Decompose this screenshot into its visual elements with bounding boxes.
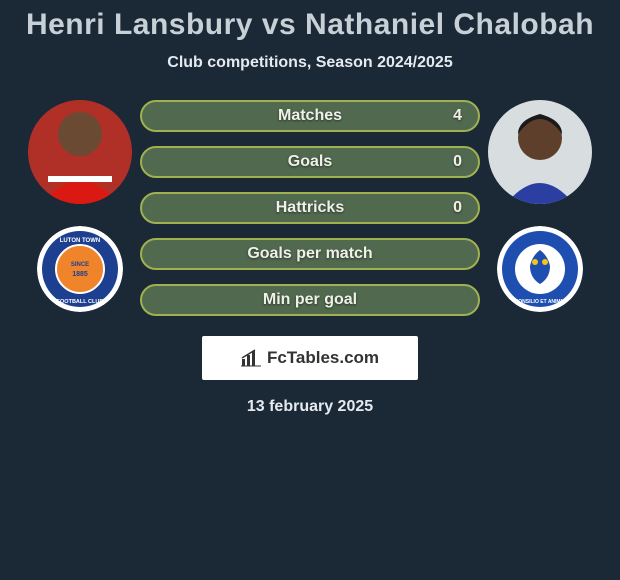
right-player-avatar: [488, 100, 592, 204]
stat-bar-goals: Goals 0: [140, 146, 480, 178]
club-badge-icon: CONSILIO ET ANIMIS: [497, 226, 583, 312]
stat-label: Min per goal: [263, 291, 357, 309]
stat-label: Hattricks: [276, 199, 344, 217]
stat-value: 0: [453, 199, 462, 217]
stat-label: Goals per match: [247, 245, 372, 263]
comparison-card: Henri Lansbury vs Nathaniel Chalobah Clu…: [0, 0, 620, 416]
stat-bar-hattricks: Hattricks 0: [140, 192, 480, 224]
svg-text:SINCE: SINCE: [71, 262, 89, 268]
svg-text:1885: 1885: [72, 271, 88, 278]
club-badge-icon: LUTON TOWN FOOTBALL CLUB SINCE 1885: [37, 226, 123, 312]
main-row: LUTON TOWN FOOTBALL CLUB SINCE 1885 Matc…: [0, 94, 620, 316]
stats-bars: Matches 4 Goals 0 Hattricks 0 Goals per …: [140, 94, 480, 316]
avatar-icon: [488, 100, 592, 204]
stat-bar-goals-per-match: Goals per match: [140, 238, 480, 270]
left-player-col: LUTON TOWN FOOTBALL CLUB SINCE 1885: [20, 94, 140, 312]
date-label: 13 february 2025: [247, 398, 373, 416]
logo-text: FcTables.com: [267, 348, 379, 368]
avatar-icon: [28, 100, 132, 204]
stat-value: 4: [453, 107, 462, 125]
left-club-badge: LUTON TOWN FOOTBALL CLUB SINCE 1885: [37, 226, 123, 312]
stat-value: 0: [453, 153, 462, 171]
svg-text:FOOTBALL CLUB: FOOTBALL CLUB: [57, 299, 104, 305]
stat-label: Matches: [278, 107, 342, 125]
stat-label: Goals: [288, 153, 332, 171]
page-title: Henri Lansbury vs Nathaniel Chalobah: [26, 8, 594, 42]
right-player-col: CONSILIO ET ANIMIS: [480, 94, 600, 312]
subtitle: Club competitions, Season 2024/2025: [167, 54, 452, 72]
right-club-badge: CONSILIO ET ANIMIS: [497, 226, 583, 312]
svg-text:CONSILIO ET ANIMIS: CONSILIO ET ANIMIS: [515, 299, 566, 305]
bar-chart-icon: [241, 349, 261, 367]
stat-bar-min-per-goal: Min per goal: [140, 284, 480, 316]
source-logo: FcTables.com: [202, 336, 418, 380]
stat-bar-matches: Matches 4: [140, 100, 480, 132]
left-player-avatar: [28, 100, 132, 204]
svg-text:LUTON TOWN: LUTON TOWN: [60, 238, 100, 244]
